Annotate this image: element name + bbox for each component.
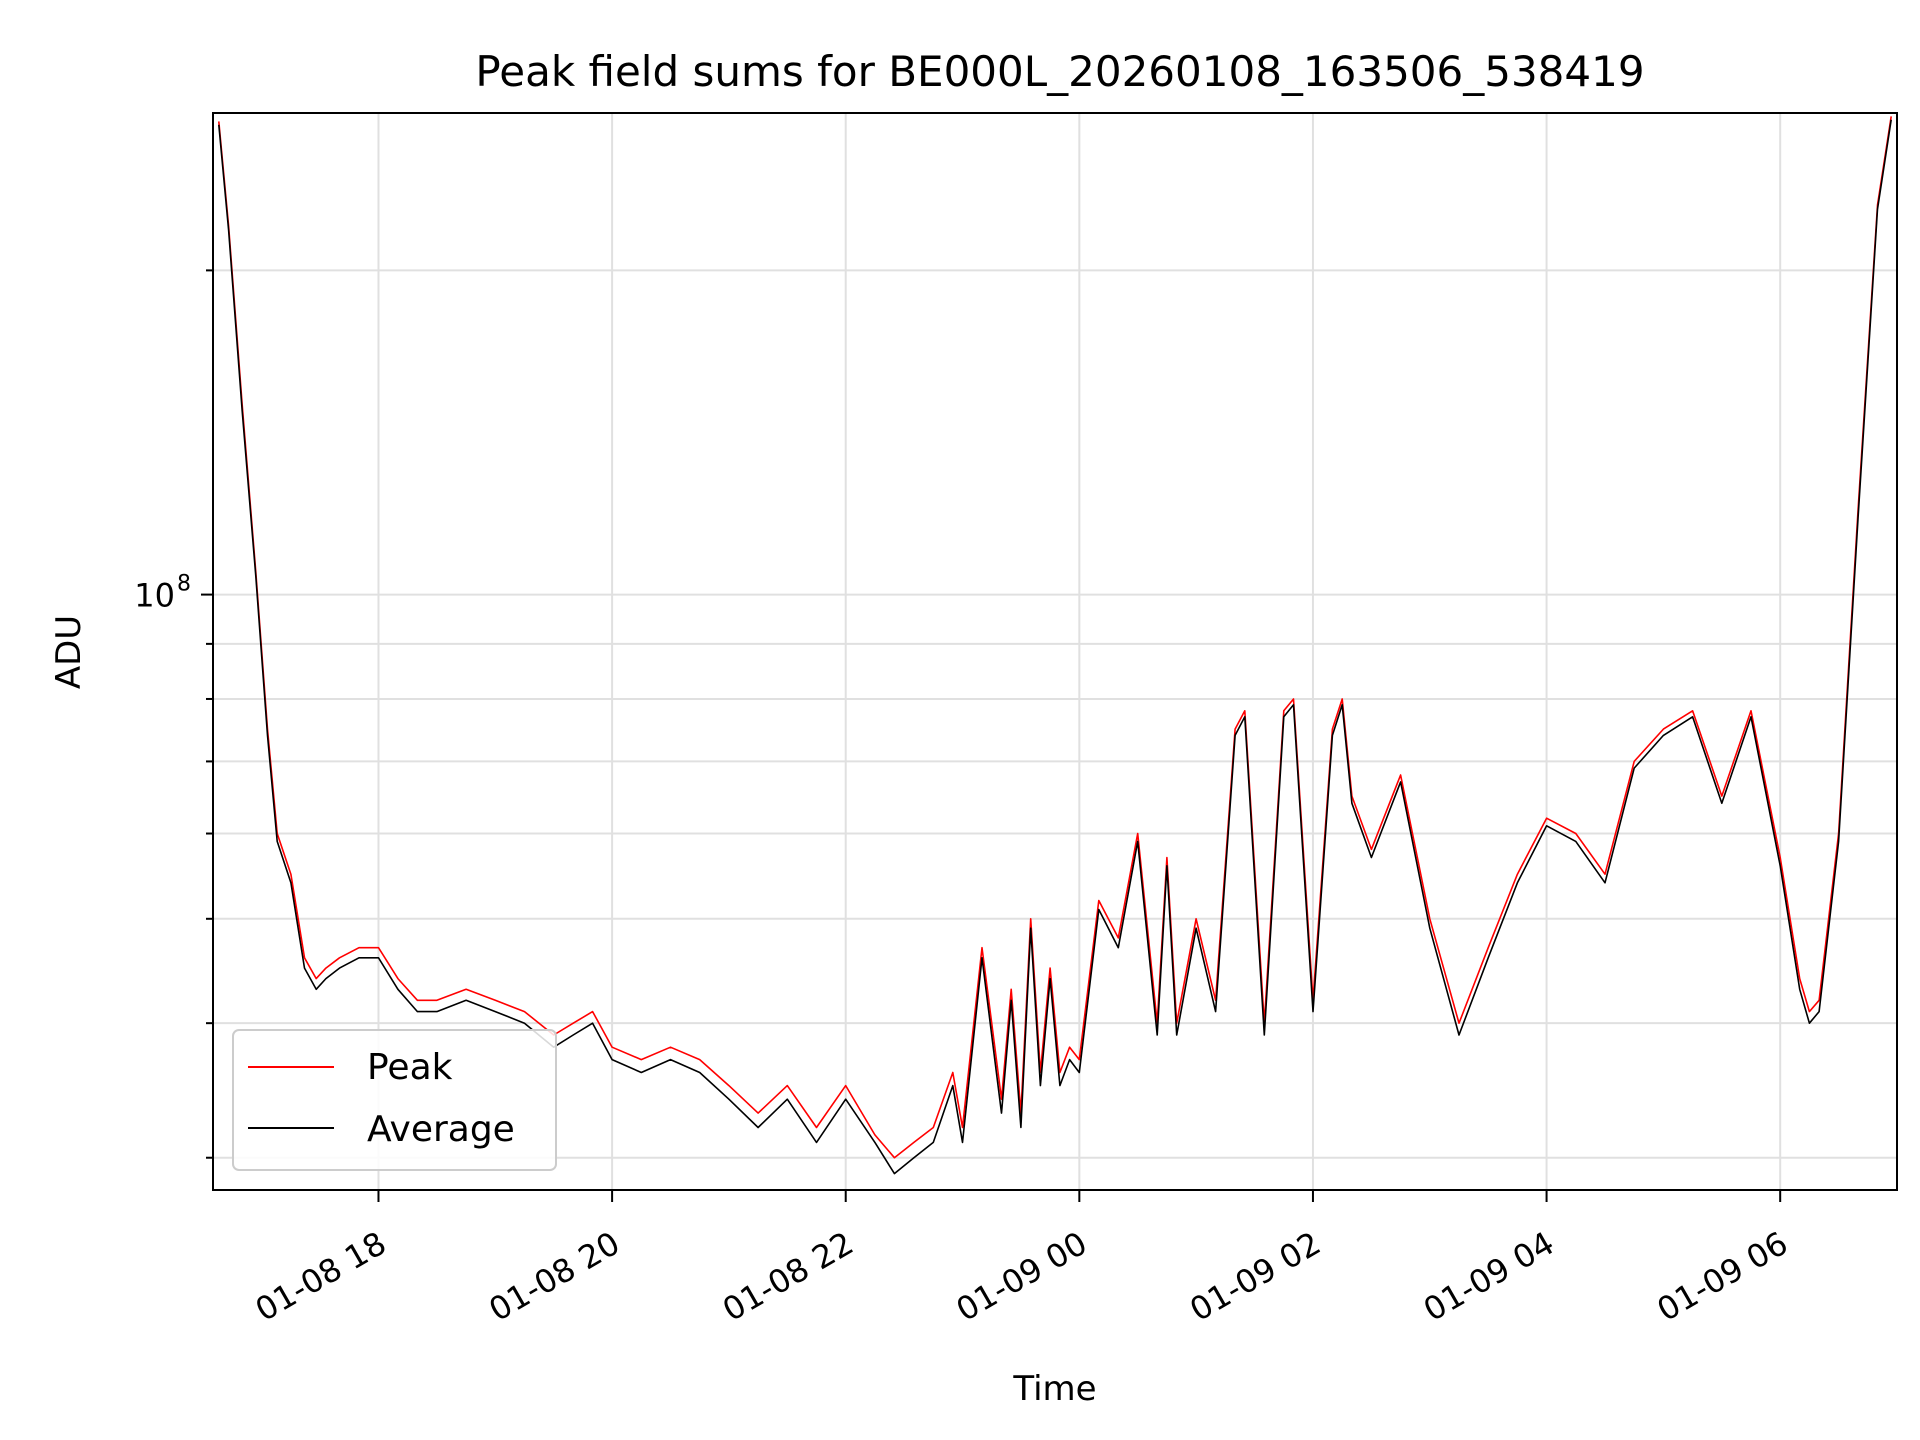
series-line-peak [218,116,1892,1159]
y-axis-title: ADU [49,615,89,689]
series-layer [218,116,1892,1175]
legend: Peak Average [232,1029,557,1171]
plot-area-frame [212,112,1898,1191]
x-axis-title: Time [1012,1369,1096,1409]
legend-label-average: Average [367,1109,515,1150]
legend-box [232,1029,557,1171]
series-line-average [218,119,1892,1175]
legend-label-peak: Peak [367,1047,453,1088]
grid [213,113,1897,1190]
chart-title: Peak field sums for BE000L_20260108_1635… [475,47,1644,96]
y-tick-label: 10 [134,577,175,615]
y-tick-label-exponent: 8 [177,572,191,597]
